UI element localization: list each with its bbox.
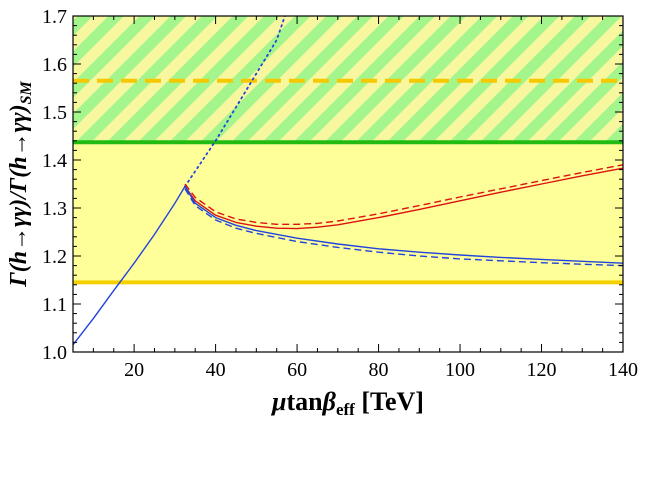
y-tick-label: 1.7 bbox=[42, 6, 67, 28]
series-red-solid bbox=[184, 167, 623, 230]
x-tick-label: 40 bbox=[206, 359, 226, 381]
region-yellow-band bbox=[73, 140, 623, 283]
y-tick-label: 1.4 bbox=[42, 150, 67, 172]
y-tick-label: 1.3 bbox=[42, 198, 67, 220]
y-tick-label: 1.5 bbox=[42, 102, 67, 124]
x-tick-label: 100 bbox=[445, 359, 475, 381]
plot-frame bbox=[72, 15, 624, 353]
x-tick-label: 80 bbox=[369, 359, 389, 381]
series-rising-dotted bbox=[184, 16, 286, 188]
series-rising-solid bbox=[73, 186, 186, 346]
x-axis-title: μtanβeff [TeV] bbox=[270, 387, 424, 419]
y-tick-label: 1.1 bbox=[42, 294, 67, 316]
x-tick-label: 60 bbox=[287, 359, 307, 381]
x-tick-label: 20 bbox=[124, 359, 144, 381]
y-tick-label: 1.0 bbox=[42, 342, 67, 364]
x-tick-label: 140 bbox=[608, 359, 638, 381]
x-tick-label: 120 bbox=[527, 359, 557, 381]
y-tick-label: 1.2 bbox=[42, 246, 67, 268]
region-hatched-band bbox=[73, 16, 623, 141]
series-red-dashed bbox=[184, 164, 623, 225]
tick-labels: 20 40 60 80 100 120 140 1.0 1.1 1.2 1.3 1.4 1.5 1.6 1.… bbox=[42, 6, 638, 381]
y-tick-label: 1.6 bbox=[42, 54, 67, 76]
plot-area bbox=[73, 16, 623, 346]
series-blue-solid bbox=[184, 186, 623, 264]
y-axis-title: Γ(h→γγ)/Γ(h→γγ)SM bbox=[6, 81, 35, 288]
axis-ticks bbox=[72, 15, 624, 353]
series-blue-dashed bbox=[184, 188, 623, 267]
